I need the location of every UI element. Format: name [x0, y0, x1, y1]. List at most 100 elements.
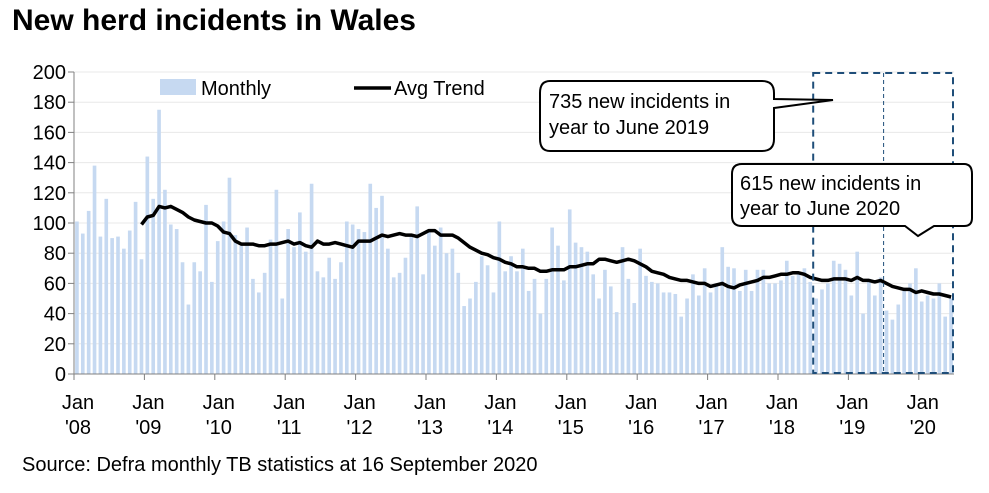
bar: [556, 245, 560, 374]
y-tick-label: 40: [44, 304, 66, 326]
avg-trend-line: [140, 204, 952, 299]
bar: [661, 292, 666, 374]
x-tick-label-year: '12: [347, 417, 373, 439]
bar: [949, 298, 953, 374]
y-tick-label: 80: [44, 243, 66, 265]
bar: [890, 319, 895, 374]
bar: [204, 204, 208, 374]
bar: [720, 247, 725, 374]
bar: [644, 275, 648, 374]
bar: [309, 183, 314, 374]
x-tick-label-year: '19: [839, 417, 865, 439]
bar: [145, 156, 150, 374]
bar: [339, 262, 343, 374]
bar: [168, 224, 173, 374]
bar: [796, 274, 801, 374]
bar: [849, 295, 854, 374]
x-tick-label-month: Jan: [273, 392, 305, 414]
callout-2020-line2: year to June 2020: [740, 198, 900, 220]
bar: [233, 235, 238, 374]
bar: [474, 281, 478, 374]
bar: [515, 271, 519, 374]
bar: [855, 251, 860, 374]
bar: [110, 238, 114, 374]
x-tick-label-month: Jan: [836, 392, 868, 414]
bar: [421, 274, 425, 374]
bar: [831, 260, 836, 374]
bar: [327, 257, 332, 374]
y-tick-label: 0: [55, 364, 66, 386]
bar: [485, 265, 490, 374]
bar: [362, 232, 367, 374]
bar: [820, 289, 824, 374]
bar: [186, 304, 191, 374]
bar: [767, 283, 772, 374]
bar: [802, 268, 807, 374]
bar: [532, 278, 537, 374]
legend-label-monthly: Monthly: [201, 78, 271, 100]
x-tick-label-month: Jan: [907, 392, 939, 414]
bar: [667, 292, 672, 374]
bar: [708, 292, 713, 374]
bar: [896, 304, 901, 374]
x-tick-label-month: Jan: [625, 392, 657, 414]
bar: [456, 272, 461, 374]
x-axis-ticks: Jan '08 Jan '09 Jan '10 Jan '11 Jan '12 Jan '13 Jan '…: [62, 374, 939, 439]
y-tick-label: 20: [44, 334, 66, 356]
bar: [409, 235, 414, 374]
bar: [603, 269, 607, 374]
bar: [908, 283, 912, 374]
bar: [350, 224, 355, 374]
x-tick-label-year: '16: [628, 417, 654, 439]
bar: [427, 230, 431, 374]
y-tick-label: 180: [33, 92, 66, 114]
bar: [526, 290, 531, 374]
bar: [98, 236, 103, 374]
callout-2020-line1: 615 new incidents in: [740, 173, 921, 195]
bar: [826, 283, 830, 374]
bar: [726, 266, 730, 374]
bar: [902, 289, 906, 374]
bar: [368, 183, 373, 374]
bar: [286, 229, 290, 374]
bar: [755, 269, 760, 374]
x-tick-label-month: Jan: [484, 392, 516, 414]
y-tick-label: 200: [33, 62, 66, 84]
bar: [884, 310, 889, 374]
bar: [843, 269, 848, 374]
bar: [86, 210, 91, 374]
y-axis-ticks: 0 20 40 60 80 100 120 140 160 180 200: [33, 62, 74, 386]
bar: [139, 259, 144, 374]
bar: [509, 256, 513, 374]
x-tick-label-month: Jan: [132, 392, 164, 414]
bar: [861, 313, 865, 374]
bar: [779, 280, 783, 374]
bar: [192, 262, 197, 374]
bar: [157, 109, 161, 374]
bar: [655, 283, 660, 374]
bar: [333, 278, 337, 374]
bar: [174, 229, 179, 374]
bar: [620, 247, 625, 374]
y-tick-label: 100: [33, 213, 66, 235]
bar: [943, 316, 948, 374]
bar: [632, 303, 637, 374]
bar: [738, 290, 742, 374]
source-note: Source: Defra monthly TB statistics at 1…: [22, 454, 538, 476]
bar: [696, 295, 701, 374]
bar: [321, 277, 326, 374]
callout-2019-bubble: [539, 80, 834, 152]
bar: [75, 221, 79, 374]
legend-label-trend: Avg Trend: [394, 78, 485, 100]
bar: [122, 248, 126, 374]
bar: [679, 316, 684, 374]
bar: [520, 248, 525, 374]
bar: [215, 241, 220, 374]
bar: [438, 227, 443, 374]
y-tick-label: 160: [33, 122, 66, 144]
bar: [180, 262, 185, 374]
x-tick-label-month: Jan: [555, 392, 587, 414]
bar: [497, 221, 502, 374]
bar: [432, 245, 437, 374]
x-tick-label-year: '20: [910, 417, 936, 439]
